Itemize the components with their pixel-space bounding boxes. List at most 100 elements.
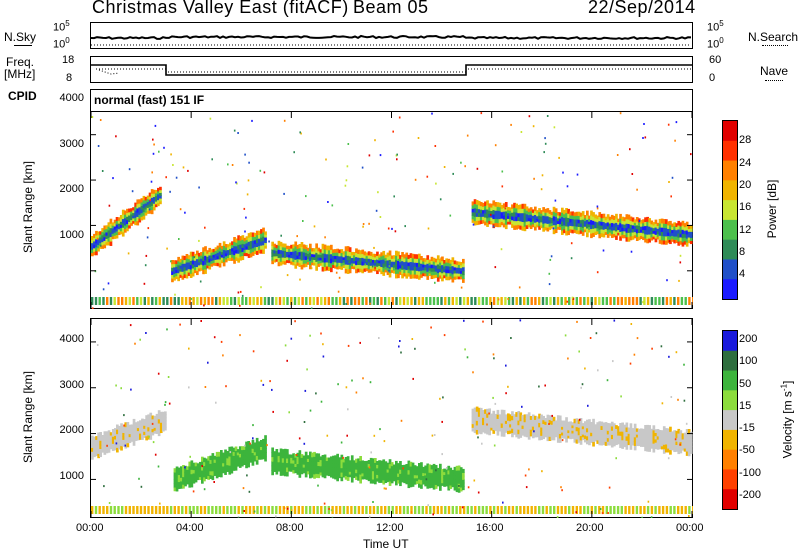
echo-cell	[175, 466, 179, 472]
echo-cell	[529, 429, 533, 434]
ground-scatter-cell	[620, 297, 623, 305]
echo-cell	[136, 430, 140, 435]
echo-cell	[196, 463, 200, 467]
echo-cell	[554, 224, 558, 230]
echo-cell	[590, 438, 593, 443]
echo-cell	[665, 227, 668, 233]
echo-cell	[455, 270, 459, 274]
echo-cell	[214, 250, 218, 254]
scatter-cell	[650, 516, 653, 519]
echo-cell	[517, 208, 521, 214]
scatter-cell	[675, 121, 678, 124]
echo-cell	[153, 421, 157, 425]
ground-scatter-cell	[421, 297, 424, 305]
echo-cell	[550, 420, 554, 425]
ground-scatter-cell	[91, 506, 94, 514]
echo-cell	[509, 417, 512, 422]
echo-cell	[482, 216, 485, 221]
echo-cell	[409, 461, 413, 467]
scatter-cell	[347, 408, 349, 411]
echo-cell	[198, 252, 201, 257]
scatter-cell	[313, 225, 316, 228]
echo-cell	[202, 264, 205, 270]
echo-cell	[309, 256, 312, 261]
echo-cell	[401, 465, 404, 469]
echo-cell	[583, 228, 587, 233]
echo-cell	[253, 243, 257, 248]
echo-cell	[111, 436, 115, 441]
echo-cell	[115, 217, 119, 222]
scatter-cell	[170, 260, 172, 263]
echo-cell	[159, 195, 162, 199]
scatter-cell	[533, 430, 535, 433]
echo-cell	[121, 218, 125, 224]
echo-cell	[210, 254, 214, 259]
echo-cell	[202, 260, 205, 266]
echo-cell	[629, 232, 633, 237]
echo-cell	[203, 465, 206, 470]
echo-cell	[527, 434, 531, 440]
echo-cell	[395, 250, 398, 256]
echo-cell	[91, 451, 94, 456]
echo-cell	[407, 258, 411, 263]
echo-cell	[249, 252, 253, 258]
echo-cell	[264, 435, 267, 441]
echo-cell	[477, 416, 481, 422]
echo-cell	[146, 195, 150, 200]
ground-scatter-cell	[680, 506, 684, 514]
echo-cell	[619, 213, 622, 219]
echo-cell	[451, 269, 455, 275]
echo-cell	[658, 442, 662, 447]
ground-scatter-cell	[523, 297, 526, 305]
echo-cell	[292, 459, 295, 464]
ground-scatter-cell	[609, 297, 612, 305]
ground-scatter-cell	[658, 297, 661, 305]
echo-cell	[538, 422, 541, 428]
echo-cell	[536, 433, 539, 438]
echo-cell	[447, 276, 451, 281]
echo-cell	[353, 463, 356, 467]
echo-cell	[179, 271, 183, 275]
scatter-cell	[458, 484, 460, 487]
echo-cell	[662, 426, 666, 432]
echo-cell	[646, 229, 649, 235]
echo-cell	[367, 268, 371, 273]
ground-scatter-cell	[237, 297, 240, 305]
echo-cell	[275, 255, 279, 260]
echo-cell	[592, 427, 595, 433]
echo-cell	[218, 258, 222, 264]
echo-cell	[488, 430, 491, 436]
ground-scatter-cell	[271, 506, 274, 514]
echo-cell	[640, 428, 643, 432]
echo-cell	[300, 259, 304, 265]
echo-cell	[95, 250, 98, 256]
echo-cell	[405, 480, 409, 485]
scatter-cell	[103, 485, 105, 488]
echo-cell	[558, 428, 562, 434]
echo-cell	[196, 474, 200, 478]
echo-cell	[422, 263, 425, 268]
scatter-cell	[398, 116, 401, 119]
echo-cell	[654, 227, 658, 232]
scatter-cell	[629, 148, 631, 151]
ground-scatter-cell	[301, 297, 304, 305]
scatter-cell	[309, 409, 312, 412]
echo-cell	[540, 431, 543, 436]
ground-scatter-cell	[245, 297, 248, 305]
echo-cell	[558, 223, 562, 228]
echo-cell	[243, 246, 247, 251]
echo-cell	[233, 254, 236, 260]
echo-cell	[365, 463, 369, 468]
echo-cell	[175, 482, 179, 488]
ground-scatter-cell	[342, 506, 346, 514]
echo-cell	[355, 465, 358, 470]
ground-scatter-cell	[414, 506, 417, 514]
echo-cell	[418, 274, 421, 280]
scatter-cell	[441, 420, 443, 423]
echo-cell	[436, 470, 440, 475]
ground-scatter-cell	[215, 297, 218, 305]
echo-cell	[296, 251, 300, 256]
echo-cell	[637, 428, 641, 433]
ground-scatter-cell	[211, 506, 214, 514]
echo-cell	[164, 411, 167, 416]
